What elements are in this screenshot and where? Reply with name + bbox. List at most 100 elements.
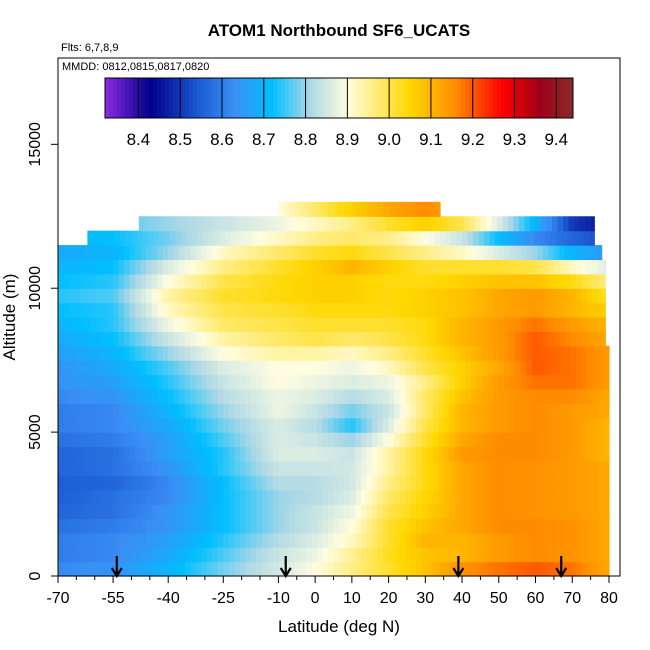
colorbar-swatch <box>473 78 478 118</box>
heatmap-cell <box>476 259 483 275</box>
heatmap-cell <box>212 259 219 275</box>
heatmap-cell <box>553 504 560 520</box>
heatmap-cell <box>597 432 605 448</box>
heatmap-cell <box>96 532 103 548</box>
heatmap-cell <box>603 417 610 433</box>
heatmap-cell <box>261 273 268 289</box>
heatmap-cell <box>333 446 340 462</box>
heatmap-cell <box>421 417 428 433</box>
heatmap-cell <box>421 288 428 304</box>
heatmap-cell <box>267 302 274 318</box>
heatmap-cell <box>278 547 285 563</box>
heatmap-cell <box>471 561 478 577</box>
heatmap-cell <box>434 230 441 246</box>
heatmap-cell <box>507 216 515 232</box>
heatmap-cell <box>377 417 384 433</box>
colorbar-swatch <box>517 78 522 118</box>
heatmap-cell <box>520 245 527 261</box>
heatmap-cell <box>300 475 307 491</box>
colorbar-swatch <box>193 78 198 118</box>
heatmap-cell <box>339 317 346 332</box>
heatmap-cell <box>289 532 296 548</box>
heatmap-cell <box>272 504 279 520</box>
heatmap-cell <box>361 288 368 304</box>
heatmap-cell <box>526 273 533 289</box>
heatmap-cell <box>498 460 505 476</box>
heatmap-cell <box>267 489 274 505</box>
heatmap-cell <box>372 360 379 376</box>
heatmap-cell <box>517 230 524 246</box>
heatmap-cell <box>118 489 125 505</box>
heatmap-cell <box>234 331 241 347</box>
heatmap-cell <box>548 561 555 577</box>
heatmap-cell <box>261 317 268 332</box>
heatmap-cell <box>581 460 588 476</box>
heatmap-cell <box>184 288 191 304</box>
heatmap-cell <box>91 504 98 520</box>
heatmap-cell <box>471 302 478 318</box>
heatmap-cell <box>135 360 142 376</box>
heatmap-cell <box>443 245 450 261</box>
heatmap-cell <box>530 216 537 232</box>
heatmap-cell <box>69 504 76 520</box>
heatmap-cell <box>564 403 572 419</box>
heatmap-cell <box>74 504 81 520</box>
heatmap-cell <box>542 446 549 462</box>
heatmap-cell <box>250 288 257 304</box>
heatmap-cell <box>63 504 70 520</box>
heatmap-cell <box>212 360 219 376</box>
colorbar-swatch <box>265 78 270 118</box>
heatmap-cell <box>339 288 346 304</box>
heatmap-cell <box>432 446 439 462</box>
heatmap-cell <box>256 317 263 332</box>
heatmap-cell <box>113 504 120 520</box>
heatmap-cell <box>294 547 302 563</box>
heatmap-cell <box>58 432 65 448</box>
heatmap-cell <box>322 302 329 318</box>
heatmap-cell <box>157 273 164 289</box>
heatmap-cell <box>344 446 351 462</box>
heatmap-cell <box>509 273 516 289</box>
heatmap-cell <box>272 273 279 289</box>
heatmap-cell <box>63 360 70 376</box>
heatmap-cell <box>443 403 450 419</box>
heatmap-cell <box>361 561 368 577</box>
heatmap-cell <box>592 331 599 347</box>
heatmap-cell <box>92 230 100 246</box>
heatmap-cell <box>487 331 494 347</box>
heatmap-cell <box>515 374 522 390</box>
heatmap-cell <box>350 259 357 275</box>
heatmap-cell <box>383 417 390 433</box>
heatmap-cell <box>355 245 362 261</box>
heatmap-cell <box>195 417 202 433</box>
heatmap-cell <box>140 302 147 318</box>
heatmap-cell <box>597 345 605 361</box>
heatmap-cell <box>482 245 489 261</box>
colorbar-swatch <box>561 78 566 118</box>
heatmap-cell <box>399 360 406 376</box>
heatmap-cell <box>526 432 533 448</box>
heatmap-cell <box>471 403 478 419</box>
heatmap-cell <box>63 388 70 404</box>
heatmap-cell <box>267 475 274 491</box>
heatmap-cell <box>489 230 496 246</box>
heatmap-cell <box>190 432 197 448</box>
heatmap-cell <box>383 489 390 505</box>
heatmap-cell <box>177 216 184 232</box>
heatmap-cell <box>135 504 142 520</box>
heatmap-cell <box>217 345 224 361</box>
heatmap-cell <box>85 360 92 376</box>
heatmap-cell <box>294 273 302 289</box>
heatmap-cell <box>509 360 516 376</box>
heatmap-cell <box>327 345 335 361</box>
heatmap-cell <box>107 561 114 577</box>
heatmap-cell <box>432 489 439 505</box>
heatmap-cell <box>592 518 599 534</box>
heatmap-cell <box>355 331 362 347</box>
heatmap-cell <box>212 317 219 332</box>
heatmap-cell <box>438 475 445 491</box>
heatmap-cell <box>206 374 213 390</box>
heatmap-cell <box>184 518 191 534</box>
heatmap-cell <box>327 532 335 548</box>
heatmap-cell <box>454 446 461 462</box>
